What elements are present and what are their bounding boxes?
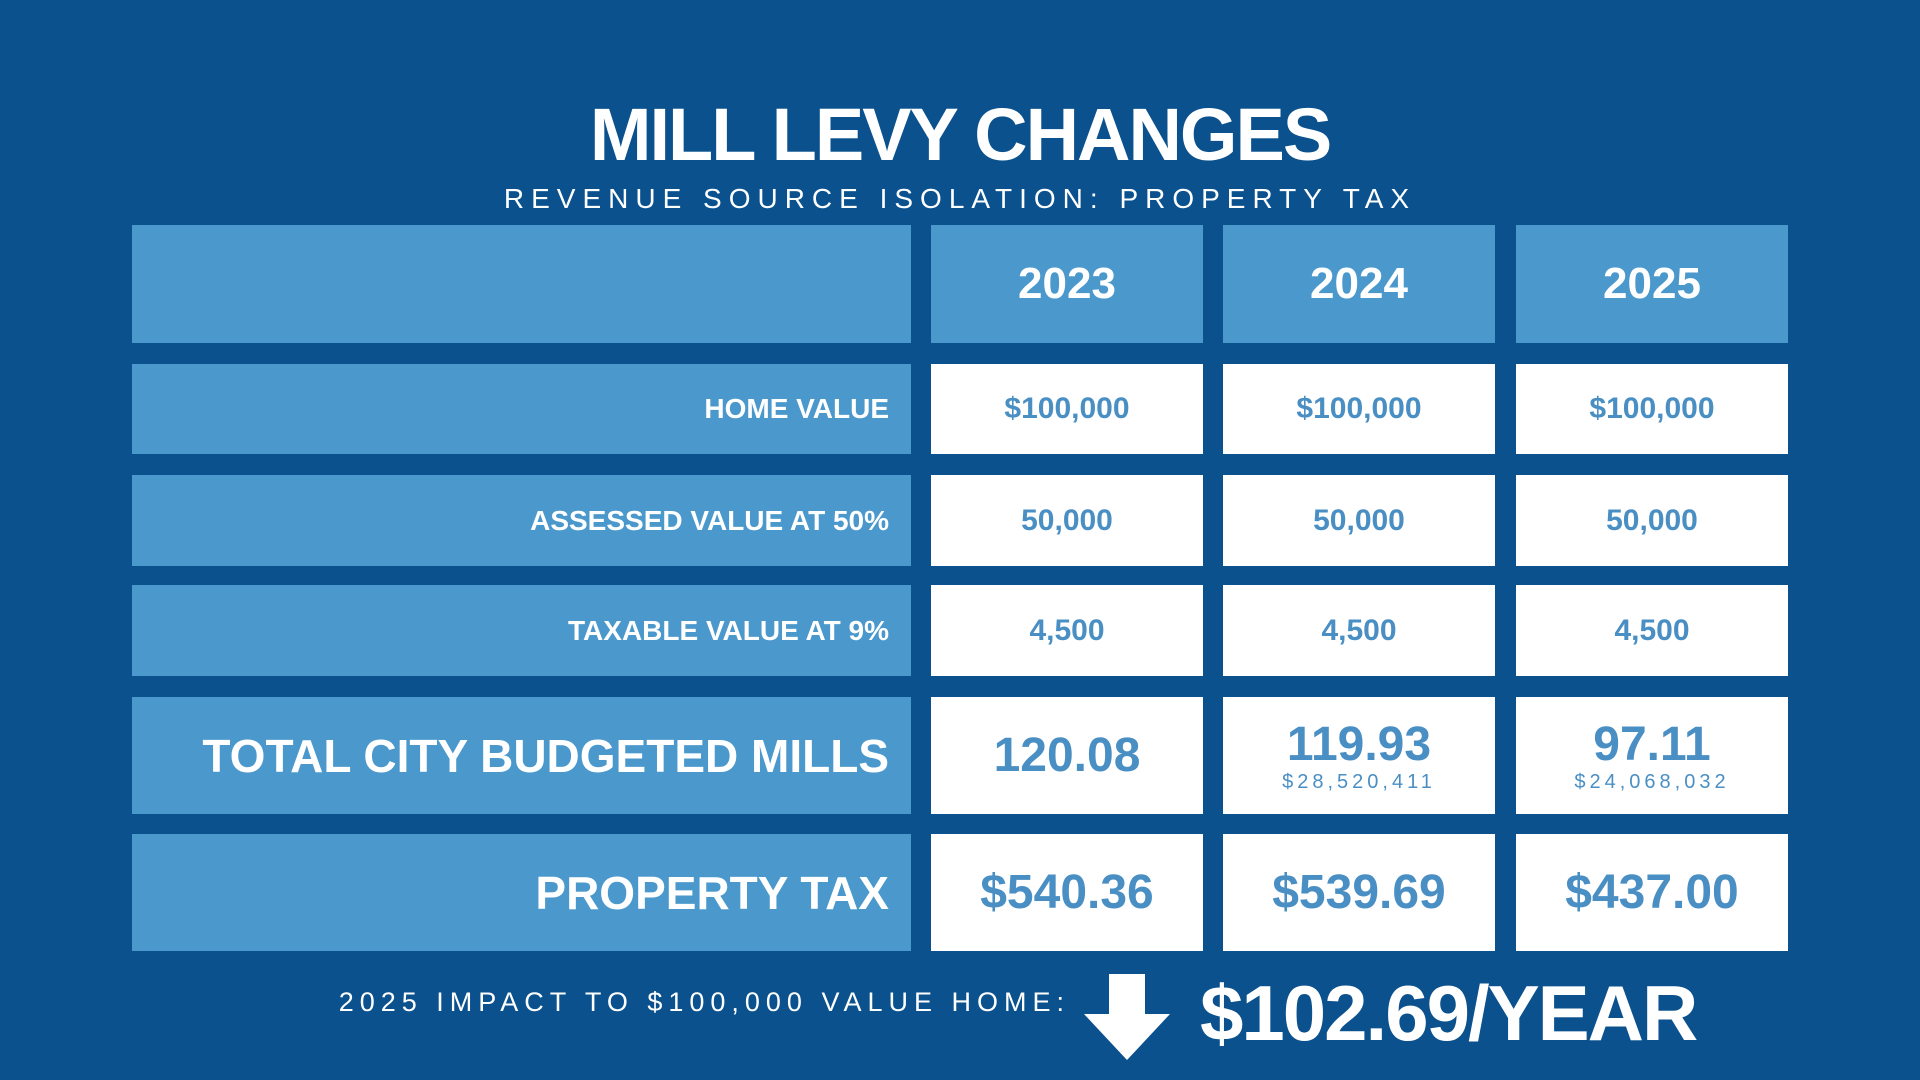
- cell-value: 120.08: [993, 728, 1141, 782]
- header-blank: [132, 225, 911, 343]
- cell: 50,000: [1516, 475, 1788, 566]
- title: MILL LEVY CHANGES: [589, 93, 1332, 176]
- cell: 50,000: [1223, 475, 1495, 566]
- cell: 4,500: [931, 585, 1203, 676]
- cell-value: 4,500: [1614, 613, 1690, 647]
- column-header: 2025: [1516, 225, 1788, 343]
- cell-note: $24,068,032: [1574, 770, 1730, 793]
- cell-value: $100,000: [1589, 392, 1715, 425]
- cell-value: 4,500: [1029, 613, 1105, 647]
- row-label: TAXABLE VALUE AT 9%: [132, 585, 911, 676]
- column-header: 2023: [931, 225, 1203, 343]
- cell-value: $100,000: [1004, 392, 1130, 425]
- cell: $100,000: [931, 364, 1203, 454]
- cell: 97.11 $24,068,032: [1516, 697, 1788, 814]
- cell-note: $28,520,411: [1282, 770, 1436, 793]
- cell: 50,000: [931, 475, 1203, 566]
- cell: 120.08: [931, 697, 1203, 814]
- row-label: TOTAL CITY BUDGETED MILLS: [132, 697, 911, 814]
- down-arrow: [1084, 974, 1170, 1060]
- cell-value: $100,000: [1296, 392, 1422, 425]
- cell: 4,500: [1516, 585, 1788, 676]
- cell-value: $539.69: [1272, 865, 1446, 919]
- row-label: ASSESSED VALUE AT 50%: [132, 475, 911, 566]
- footer-label: 2025 IMPACT TO $100,000 VALUE HOME:: [338, 987, 1070, 1017]
- cell: $540.36: [931, 834, 1203, 951]
- cell-value: 50,000: [1606, 503, 1698, 537]
- column-header: 2024: [1223, 225, 1495, 343]
- cell: 119.93 $28,520,411: [1223, 697, 1495, 814]
- cell-value: 4,500: [1321, 613, 1397, 647]
- row-label: HOME VALUE: [132, 364, 911, 454]
- cell-value: $437.00: [1565, 865, 1739, 919]
- cell-value: $540.36: [980, 865, 1154, 919]
- row-label: PROPERTY TAX: [132, 834, 911, 951]
- cell-value: 50,000: [1021, 503, 1113, 537]
- cell-value: 119.93: [1286, 717, 1432, 771]
- impact-amount: $102.69/YEAR: [1200, 969, 1698, 1057]
- cell: $100,000: [1516, 364, 1788, 454]
- cell-value: 97.11: [1593, 717, 1711, 771]
- cell: $539.69: [1223, 834, 1495, 951]
- cell: $100,000: [1223, 364, 1495, 454]
- cell: $437.00: [1516, 834, 1788, 951]
- subtitle: REVENUE SOURCE ISOLATION: PROPERTY TAX: [503, 183, 1417, 214]
- cell: 4,500: [1223, 585, 1495, 676]
- cell-value: 50,000: [1313, 503, 1405, 537]
